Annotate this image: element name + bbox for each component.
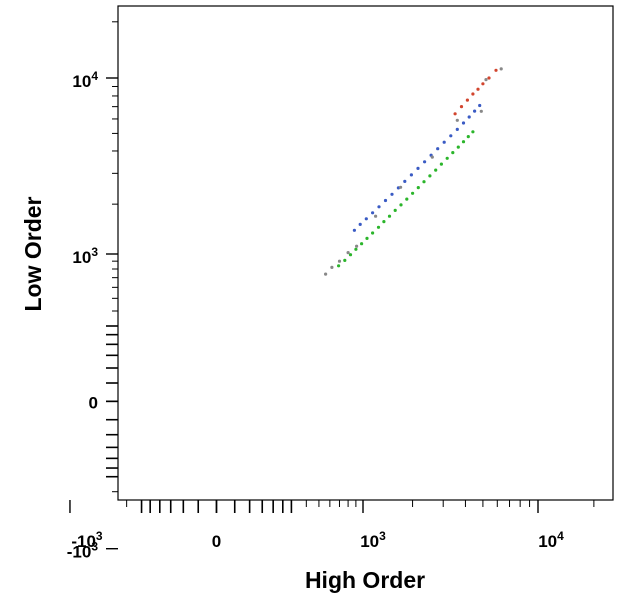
data-point bbox=[494, 68, 498, 72]
data-point bbox=[467, 115, 471, 119]
data-point bbox=[364, 217, 368, 221]
data-point bbox=[371, 231, 375, 235]
x-tick-label: 0 bbox=[212, 532, 221, 551]
y-tick-label: 0 bbox=[89, 393, 98, 412]
data-point bbox=[348, 253, 353, 257]
data-point bbox=[337, 259, 342, 263]
data-point bbox=[479, 109, 483, 113]
data-point bbox=[346, 251, 350, 255]
data-point bbox=[442, 140, 446, 144]
data-point bbox=[337, 264, 341, 268]
data-point bbox=[383, 198, 388, 203]
data-point bbox=[352, 228, 356, 232]
data-point bbox=[478, 103, 482, 108]
data-point bbox=[387, 214, 392, 218]
data-point bbox=[461, 140, 466, 144]
data-point bbox=[422, 180, 426, 184]
data-point bbox=[465, 98, 469, 102]
data-point bbox=[403, 179, 407, 183]
data-point bbox=[459, 105, 464, 109]
data-point bbox=[428, 174, 432, 178]
y-axis-ticks bbox=[106, 21, 118, 550]
data-point bbox=[416, 186, 420, 190]
data-point bbox=[461, 121, 466, 125]
data-point bbox=[376, 225, 381, 229]
data-point bbox=[449, 134, 453, 138]
data-point bbox=[382, 220, 386, 224]
data-point bbox=[423, 160, 427, 164]
data-point bbox=[499, 67, 503, 71]
data-point bbox=[343, 258, 347, 262]
data-point bbox=[358, 222, 362, 226]
data-point bbox=[393, 208, 397, 212]
data-point bbox=[436, 147, 440, 151]
plot-frame bbox=[117, 5, 614, 501]
y-axis-title: Low Order bbox=[20, 196, 46, 311]
data-point bbox=[455, 127, 459, 131]
x-axis-ticks bbox=[69, 500, 595, 513]
data-point bbox=[471, 92, 475, 96]
data-point bbox=[453, 112, 457, 116]
data-point bbox=[411, 191, 415, 195]
data-point bbox=[399, 203, 403, 207]
data-point bbox=[390, 192, 394, 196]
data-point bbox=[487, 76, 491, 80]
data-point bbox=[360, 242, 364, 246]
data-point bbox=[471, 130, 475, 134]
data-point bbox=[445, 156, 449, 160]
data-point bbox=[476, 87, 480, 91]
data-point bbox=[451, 151, 455, 155]
x-tick-label: -103 bbox=[71, 529, 103, 551]
data-point bbox=[439, 162, 443, 166]
data-point bbox=[399, 185, 403, 189]
data-point bbox=[377, 205, 381, 209]
data-point bbox=[481, 82, 485, 86]
data-point bbox=[430, 155, 434, 159]
data-point bbox=[355, 244, 359, 248]
data-point bbox=[371, 211, 375, 215]
x-tick-label: 103 bbox=[360, 529, 386, 551]
x-axis-title: High Order bbox=[305, 567, 425, 593]
x-axis-tick-labels: -103 0 103 104 bbox=[71, 529, 564, 551]
data-point bbox=[324, 272, 328, 276]
y-tick-label: 104 bbox=[72, 69, 98, 91]
data-point bbox=[484, 78, 488, 82]
data-point bbox=[466, 135, 470, 139]
data-point bbox=[405, 197, 409, 201]
data-point bbox=[409, 173, 413, 177]
data-point bbox=[354, 247, 358, 251]
data-point bbox=[416, 166, 420, 170]
data-point bbox=[330, 265, 334, 269]
data-point bbox=[374, 214, 378, 218]
data-point bbox=[365, 236, 369, 240]
data-point bbox=[434, 168, 438, 172]
y-axis-tick-labels: 104 103 0 -103 bbox=[67, 69, 99, 562]
y-tick-label: 103 bbox=[72, 245, 98, 267]
data-point bbox=[456, 145, 460, 149]
x-tick-label: 104 bbox=[538, 529, 564, 551]
y-tick-label: -103 bbox=[67, 540, 99, 562]
data-point bbox=[473, 109, 477, 113]
data-points bbox=[324, 67, 503, 276]
data-point bbox=[455, 118, 459, 122]
